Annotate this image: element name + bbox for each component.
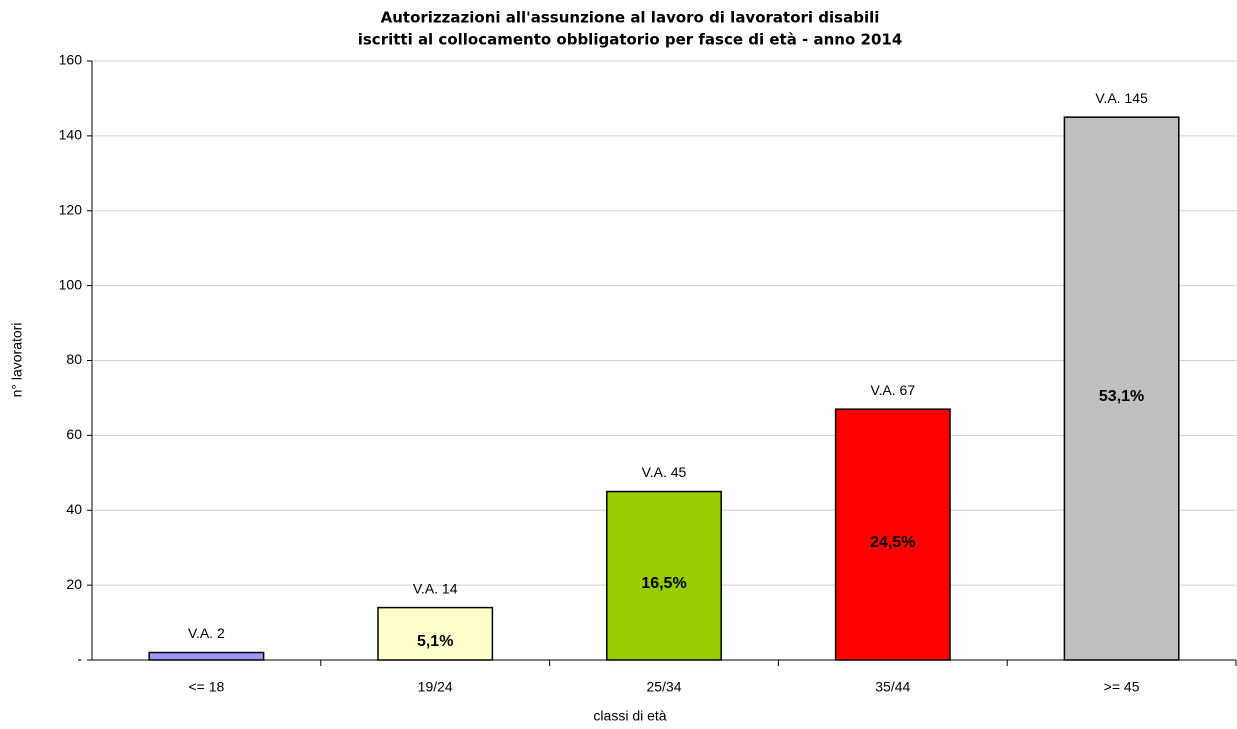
y-tick-label: 20 [66,576,82,592]
y-tick-label: 60 [66,426,82,442]
bar [606,490,722,661]
chart-title: Autorizzazioni all'assunzione al lavoro … [381,9,880,27]
y-tick-label: 80 [66,351,82,367]
bar [1063,116,1180,661]
share-label: 24,5% [870,534,915,551]
y-tick-label: 140 [59,127,83,143]
x-tick-label: 25/34 [646,679,681,695]
value-label: V.A. 2 [188,625,225,641]
y-tick-label: 100 [59,276,83,292]
y-tick-label: 160 [59,52,83,68]
value-label: V.A. 67 [870,382,915,398]
chart-title: iscritti al collocamento obbligatorio pe… [358,31,903,49]
y-tick-label: 40 [66,501,82,517]
bar [834,408,951,661]
value-label: V.A. 45 [642,464,687,480]
bar [377,606,494,661]
bar [148,651,265,661]
y-tick-label: 120 [59,201,83,217]
x-tick-label: 19/24 [418,679,453,695]
y-tick-label: - [77,651,82,667]
share-label: 5,1% [417,633,453,650]
x-tick-label: >= 45 [1104,679,1140,695]
x-axis-label: classi di età [593,708,666,724]
share-label: 53,1% [1099,388,1144,405]
x-tick-label: 35/44 [875,679,910,695]
x-tick-label: <= 18 [188,679,224,695]
y-axis-label: n° lavoratori [9,323,25,398]
value-label: V.A. 145 [1095,90,1148,106]
share-label: 16,5% [641,575,686,592]
value-label: V.A. 14 [413,580,458,596]
